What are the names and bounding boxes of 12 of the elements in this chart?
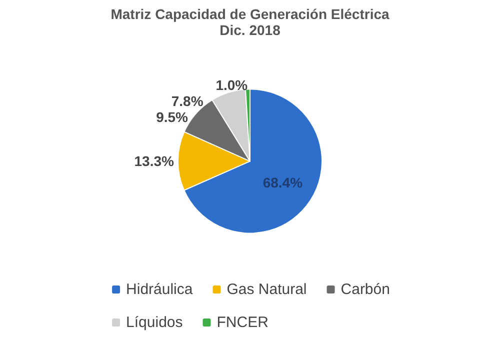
data-label: 1.0% [216, 77, 248, 94]
legend-label: Gas Natural [226, 281, 307, 298]
data-label: 68.4% [262, 174, 304, 191]
data-label: 13.3% [134, 152, 175, 169]
chart-title: Matriz Capacidad de Generación Eléctrica [110, 6, 390, 22]
legend-label: Carbón [340, 281, 390, 298]
data-label: 9.5% [156, 109, 189, 126]
chart-subtitle: Dic. 2018 [220, 22, 281, 38]
legend-label: FNCER [216, 314, 269, 331]
legend-label: Líquidos [126, 314, 183, 331]
legend-label: Hidráulica [126, 281, 194, 298]
data-label: 7.8% [171, 93, 204, 110]
